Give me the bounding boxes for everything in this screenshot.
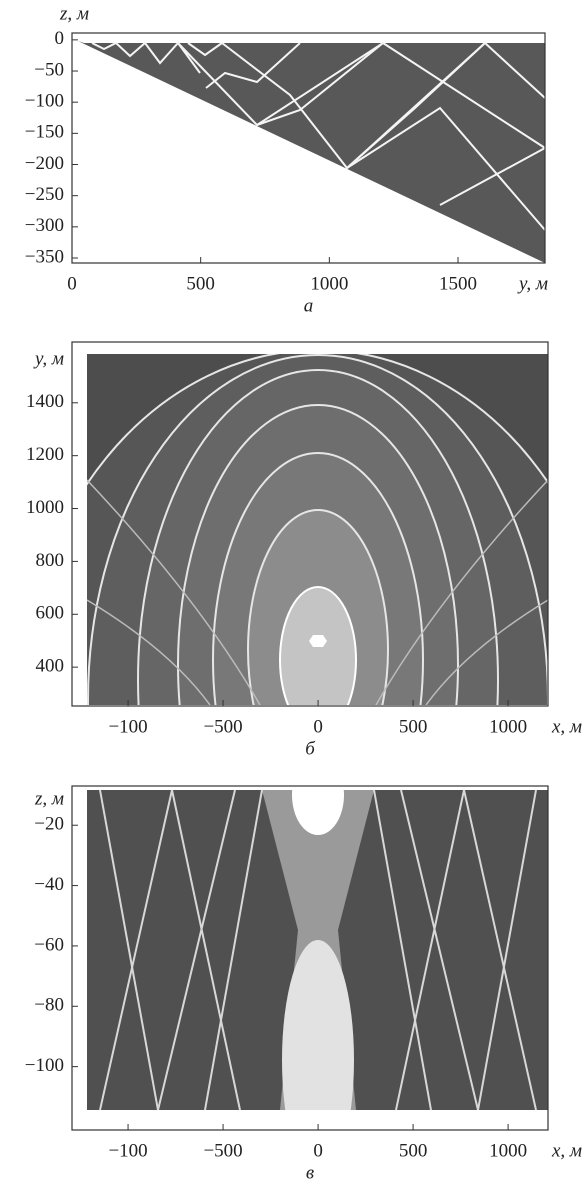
x-tick-label: 500 xyxy=(399,716,428,737)
x-tick-label: 500 xyxy=(399,1140,428,1161)
plot-frame xyxy=(71,785,549,1131)
y-tick-label: 600 xyxy=(36,603,65,624)
panel-caption: а xyxy=(304,295,314,316)
y-tick-label: −100 xyxy=(25,91,64,112)
x-tick-label: 1500 xyxy=(439,273,477,294)
x-tick-label: −100 xyxy=(108,716,147,737)
x-tick-label: 0 xyxy=(313,716,323,737)
x-tick-label: 1000 xyxy=(489,1140,527,1161)
y-axis-label: z, м xyxy=(34,788,64,809)
y-tick-label: 0 xyxy=(55,28,65,49)
y-axis-label: z, м xyxy=(59,3,89,24)
y-tick-label: −60 xyxy=(34,934,64,955)
plot-frame xyxy=(71,341,549,707)
field-image-c xyxy=(87,790,548,1110)
x-axis-label: x, м xyxy=(551,716,582,737)
x-tick-label: −500 xyxy=(203,1140,242,1161)
y-tick-label: −250 xyxy=(25,184,64,205)
y-tick-label: −200 xyxy=(25,153,64,174)
y-tick-label: −100 xyxy=(25,1055,64,1076)
y-tick-label: 1200 xyxy=(26,444,64,465)
x-tick-label: −500 xyxy=(203,716,242,737)
y-tick-label: −20 xyxy=(34,814,64,835)
x-axis-label: x, м xyxy=(551,1140,582,1161)
panel-caption: в xyxy=(306,1162,314,1183)
y-axis-label: y, м xyxy=(33,348,64,369)
x-tick-label: 1000 xyxy=(489,716,527,737)
x-axis-label: y, м xyxy=(517,273,548,294)
y-tick-label: −80 xyxy=(34,995,64,1016)
panel-caption: б xyxy=(305,738,316,759)
y-tick-label: −40 xyxy=(34,874,64,895)
field-image-a xyxy=(78,41,545,263)
y-tick-label: −350 xyxy=(25,246,64,267)
y-tick-label: 1000 xyxy=(26,497,64,518)
y-tick-label: −50 xyxy=(34,59,64,80)
plot-frame xyxy=(71,32,546,264)
x-tick-label: 500 xyxy=(186,273,215,294)
y-tick-label: 400 xyxy=(36,656,65,677)
y-tick-label: −300 xyxy=(25,215,64,236)
x-tick-label: −100 xyxy=(108,1140,147,1161)
y-tick-label: −150 xyxy=(25,122,64,143)
x-tick-label: 0 xyxy=(67,273,77,294)
field-image-b xyxy=(87,354,548,705)
x-tick-label: 1000 xyxy=(310,273,348,294)
x-tick-label: 0 xyxy=(313,1140,323,1161)
y-tick-label: 800 xyxy=(36,550,65,571)
y-tick-label: 1400 xyxy=(26,391,64,412)
